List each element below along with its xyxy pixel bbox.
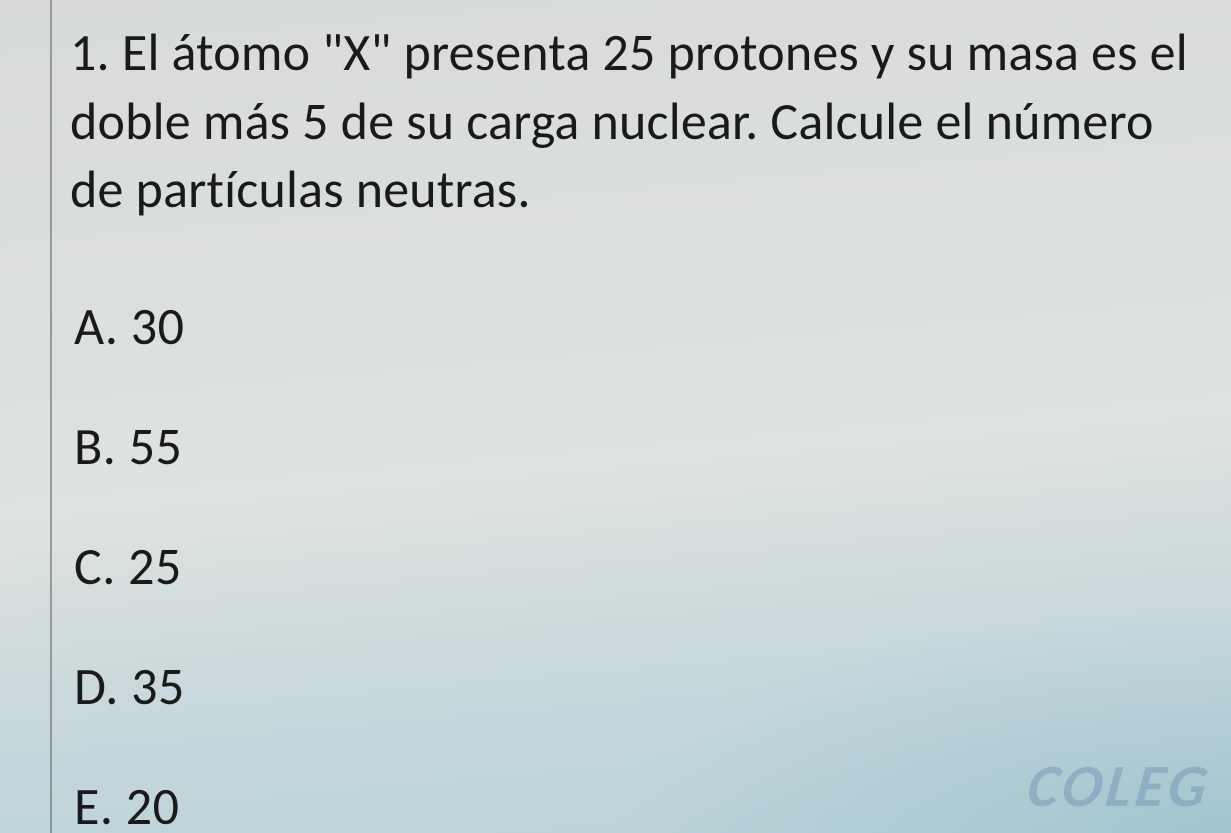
option-value: 25 — [128, 534, 182, 598]
option-d[interactable]: D. 35 — [74, 654, 1191, 718]
option-letter: A. — [74, 294, 119, 358]
option-a[interactable]: A. 30 — [74, 294, 1191, 358]
options-list: A. 30 B. 55 C. 25 D. 35 E. 20 — [70, 294, 1191, 833]
question-number: 1. — [70, 20, 110, 84]
worksheet-page: 1. El átomo "X" presenta 25 protones y s… — [0, 0, 1231, 833]
option-value: 30 — [131, 294, 185, 358]
option-value: 20 — [126, 774, 180, 833]
option-value: 35 — [131, 654, 185, 718]
option-letter: B. — [74, 414, 116, 478]
option-letter: D. — [74, 654, 119, 718]
question-text: El átomo "X" presenta 25 protones y su m… — [70, 20, 1188, 221]
option-letter: E. — [74, 774, 114, 833]
option-c[interactable]: C. 25 — [74, 534, 1191, 598]
watermark-text: COLEG — [1023, 750, 1216, 823]
option-value: 55 — [129, 414, 183, 478]
option-b[interactable]: B. 55 — [74, 414, 1191, 478]
option-letter: C. — [74, 534, 116, 598]
option-e[interactable]: E. 20 — [74, 774, 1191, 833]
question-block: 1. El átomo "X" presenta 25 protones y s… — [70, 18, 1191, 224]
